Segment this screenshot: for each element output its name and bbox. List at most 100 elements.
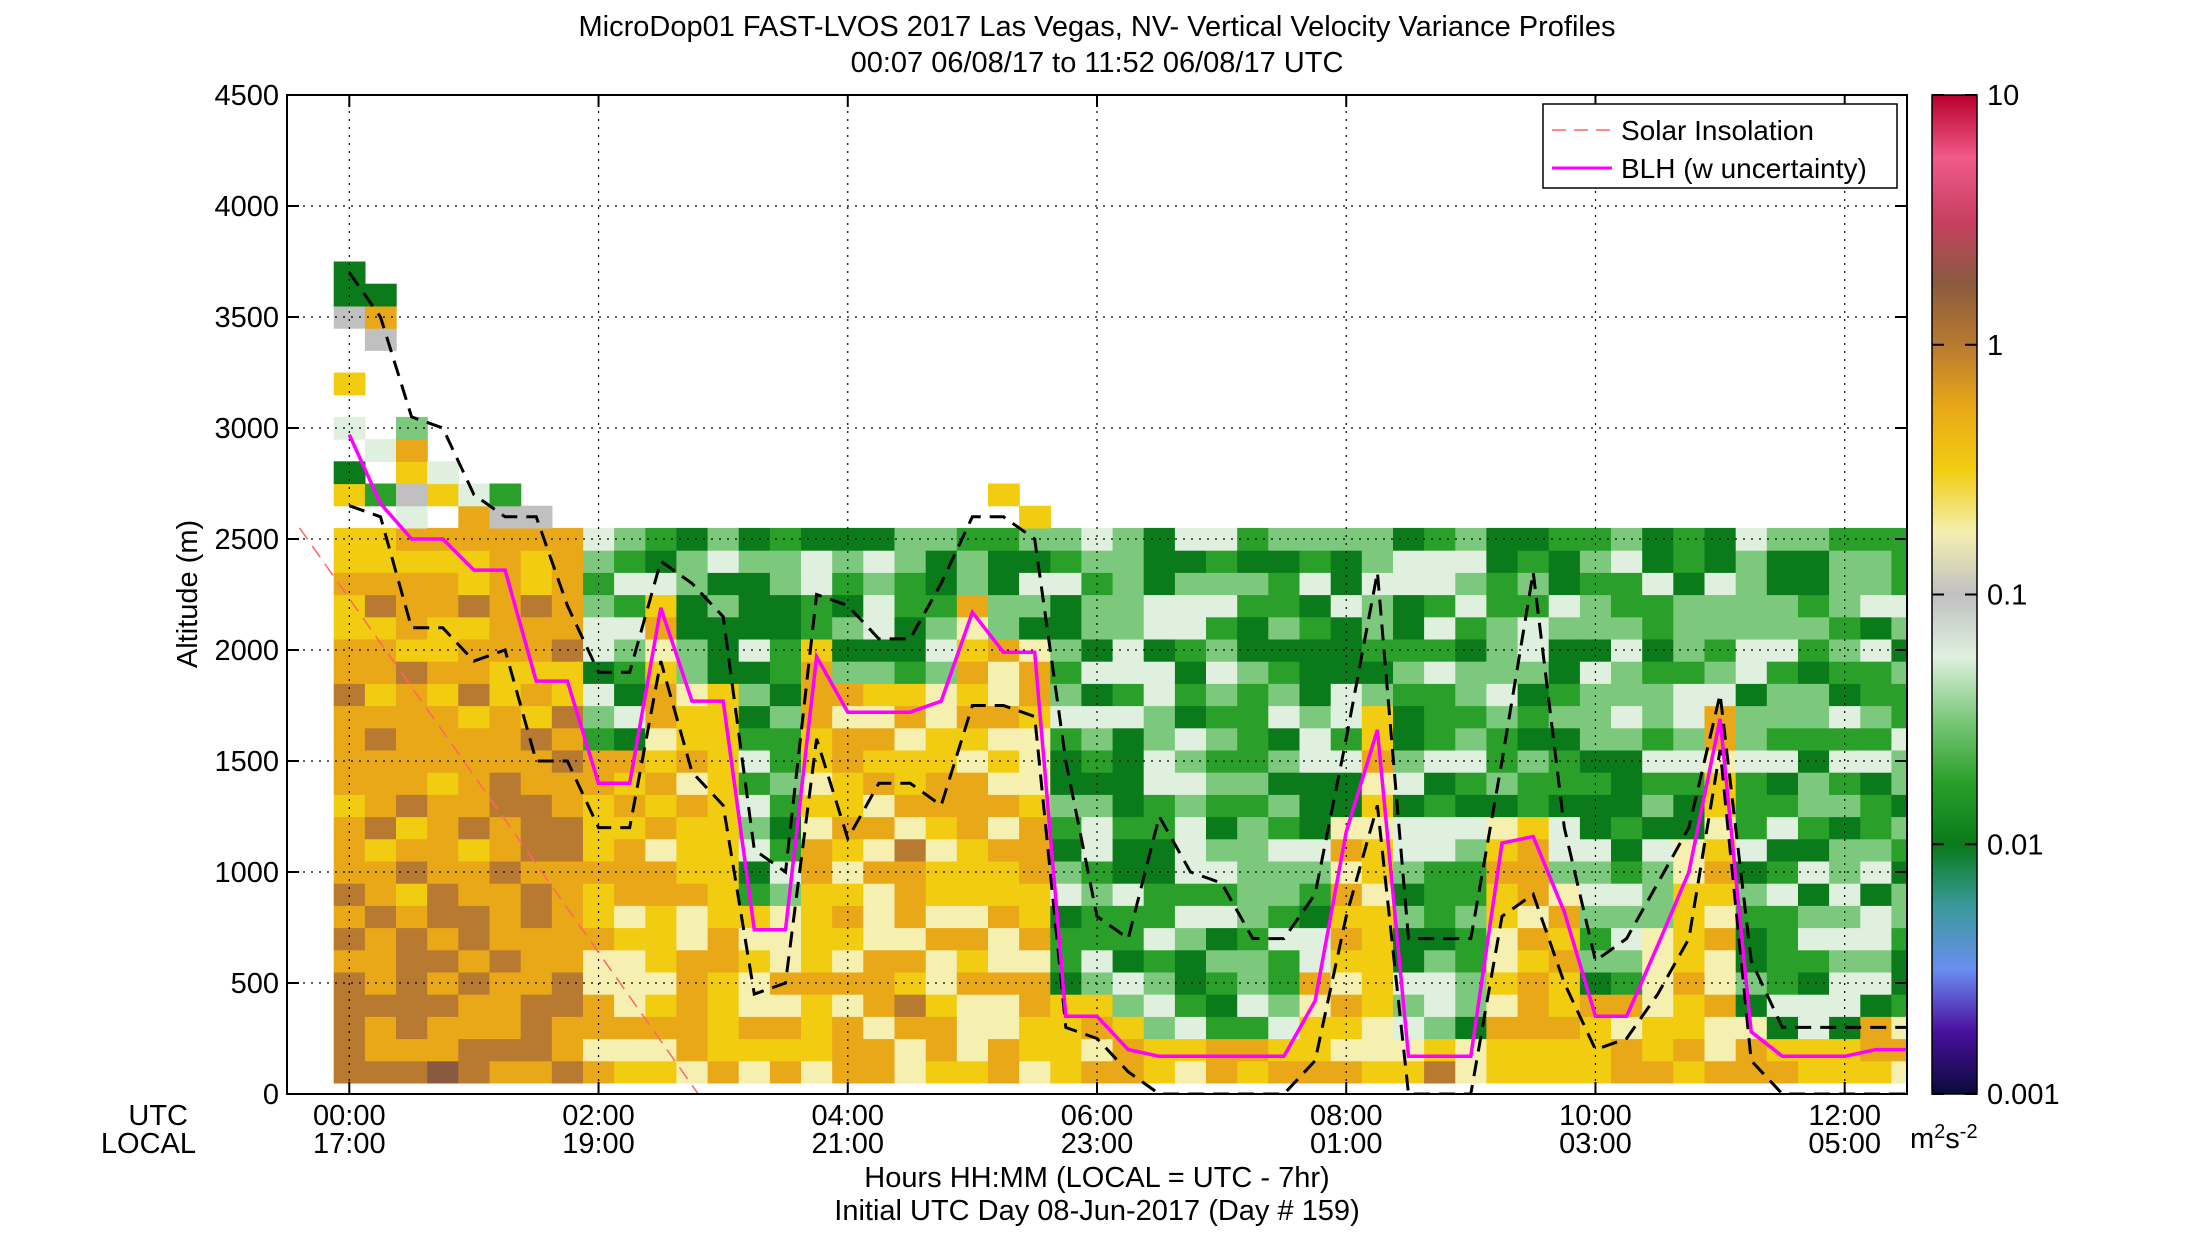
heat-cell xyxy=(645,994,678,1017)
heat-cell xyxy=(988,949,1020,973)
heat-cell xyxy=(1237,1060,1269,1084)
heat-cell xyxy=(1486,705,1519,729)
heat-cell xyxy=(1798,705,1830,729)
heat-cell xyxy=(832,705,864,729)
heat-cell xyxy=(1268,772,1301,795)
heat-cell xyxy=(1517,838,1550,862)
heat-cell xyxy=(1237,1016,1269,1040)
heat-cell xyxy=(1860,594,1893,618)
heat-cell xyxy=(427,794,459,818)
heat-cell xyxy=(1393,883,1425,906)
heat-cell xyxy=(1268,727,1301,751)
heat-cell xyxy=(1268,550,1301,573)
heat-cell xyxy=(333,683,366,707)
heat-cell xyxy=(1829,994,1861,1017)
heat-cell xyxy=(1891,949,1907,973)
heat-cell xyxy=(1237,572,1269,596)
heat-cell xyxy=(614,860,646,884)
heat-cell xyxy=(707,883,740,906)
heat-cell xyxy=(614,683,646,707)
series-lines xyxy=(298,271,1907,1094)
heat-cell xyxy=(1611,816,1643,840)
heat-cell xyxy=(520,838,553,862)
heat-cell xyxy=(1174,594,1207,618)
legend-blh-label: BLH (w uncertainty) xyxy=(1621,153,1867,184)
heat-cell xyxy=(1579,838,1612,862)
heat-cell xyxy=(583,527,615,551)
heat-cell xyxy=(1517,772,1550,795)
heat-cell xyxy=(489,661,522,684)
heat-cell xyxy=(1237,749,1269,773)
heat-cell xyxy=(832,949,864,973)
heat-cell xyxy=(1174,727,1207,751)
heat-cell xyxy=(1174,838,1207,862)
heat-cell xyxy=(396,439,428,462)
heat-cell xyxy=(894,905,927,929)
heat-cell xyxy=(614,905,646,929)
heat-cell xyxy=(676,1016,709,1040)
heat-cell xyxy=(863,1016,896,1040)
heat-cell xyxy=(1019,994,1051,1017)
heat-cell xyxy=(1206,661,1238,684)
heat-cell xyxy=(925,860,958,884)
heat-cell xyxy=(1112,883,1145,906)
heat-cell xyxy=(1019,505,1051,529)
x-tick-label-local: 23:00 xyxy=(1061,1128,1134,1160)
heat-cell xyxy=(1611,661,1643,684)
heat-cell xyxy=(1798,883,1830,906)
heat-cell xyxy=(1704,594,1737,618)
heat-cell xyxy=(1642,816,1674,840)
heat-cell xyxy=(396,572,428,596)
colorbar: 10 1 0.1 0.01 0.001 m2s-2 xyxy=(1910,80,2060,1155)
heat-cell xyxy=(738,683,771,707)
heat-cell xyxy=(1206,994,1238,1017)
heat-cell xyxy=(925,727,958,751)
heat-cell xyxy=(1019,683,1051,707)
heat-cell xyxy=(583,994,615,1017)
heat-cell xyxy=(801,1060,833,1084)
heat-cell xyxy=(1673,727,1706,751)
heat-cell xyxy=(1548,860,1581,884)
heat-cell xyxy=(1673,1016,1706,1040)
heat-cell xyxy=(1548,1038,1581,1062)
heat-cell xyxy=(863,572,896,596)
heat-cell xyxy=(1174,550,1207,573)
heat-cell xyxy=(1891,927,1907,951)
heat-cell xyxy=(333,1038,366,1062)
heat-cell xyxy=(396,772,428,795)
heat-cell xyxy=(1237,949,1269,973)
heat-cell xyxy=(676,971,709,995)
heat-cell xyxy=(1517,905,1550,929)
heat-cell xyxy=(645,594,678,618)
heat-cell xyxy=(1798,661,1830,684)
y-tick-label: 4500 xyxy=(214,80,279,112)
heat-cell xyxy=(1330,838,1363,862)
heat-cell xyxy=(707,838,740,862)
heat-cell xyxy=(1112,905,1145,929)
heat-cell xyxy=(1081,550,1114,573)
heat-cell xyxy=(1611,616,1643,640)
heat-cell xyxy=(427,816,459,840)
heat-cell xyxy=(1611,727,1643,751)
heat-cell xyxy=(364,772,397,795)
heat-cell xyxy=(707,1038,740,1062)
heat-cell xyxy=(1704,550,1737,573)
heat-cell xyxy=(1361,594,1394,618)
heat-cell xyxy=(396,794,428,818)
heat-cell xyxy=(1798,816,1830,840)
heat-cell xyxy=(396,860,428,884)
heat-cell xyxy=(1237,550,1269,573)
heat-cell xyxy=(1642,1038,1674,1062)
heat-cell xyxy=(738,727,771,751)
heat-cell xyxy=(364,661,397,684)
heat-cell xyxy=(458,638,491,662)
heat-cell xyxy=(1019,616,1051,640)
heat-cell xyxy=(1798,550,1830,573)
heat-cell xyxy=(1424,683,1456,707)
heat-cell xyxy=(676,616,709,640)
heat-cell xyxy=(1455,727,1488,751)
heat-cell xyxy=(1174,683,1207,707)
heat-cell xyxy=(614,727,646,751)
heat-cell xyxy=(1579,1038,1612,1062)
